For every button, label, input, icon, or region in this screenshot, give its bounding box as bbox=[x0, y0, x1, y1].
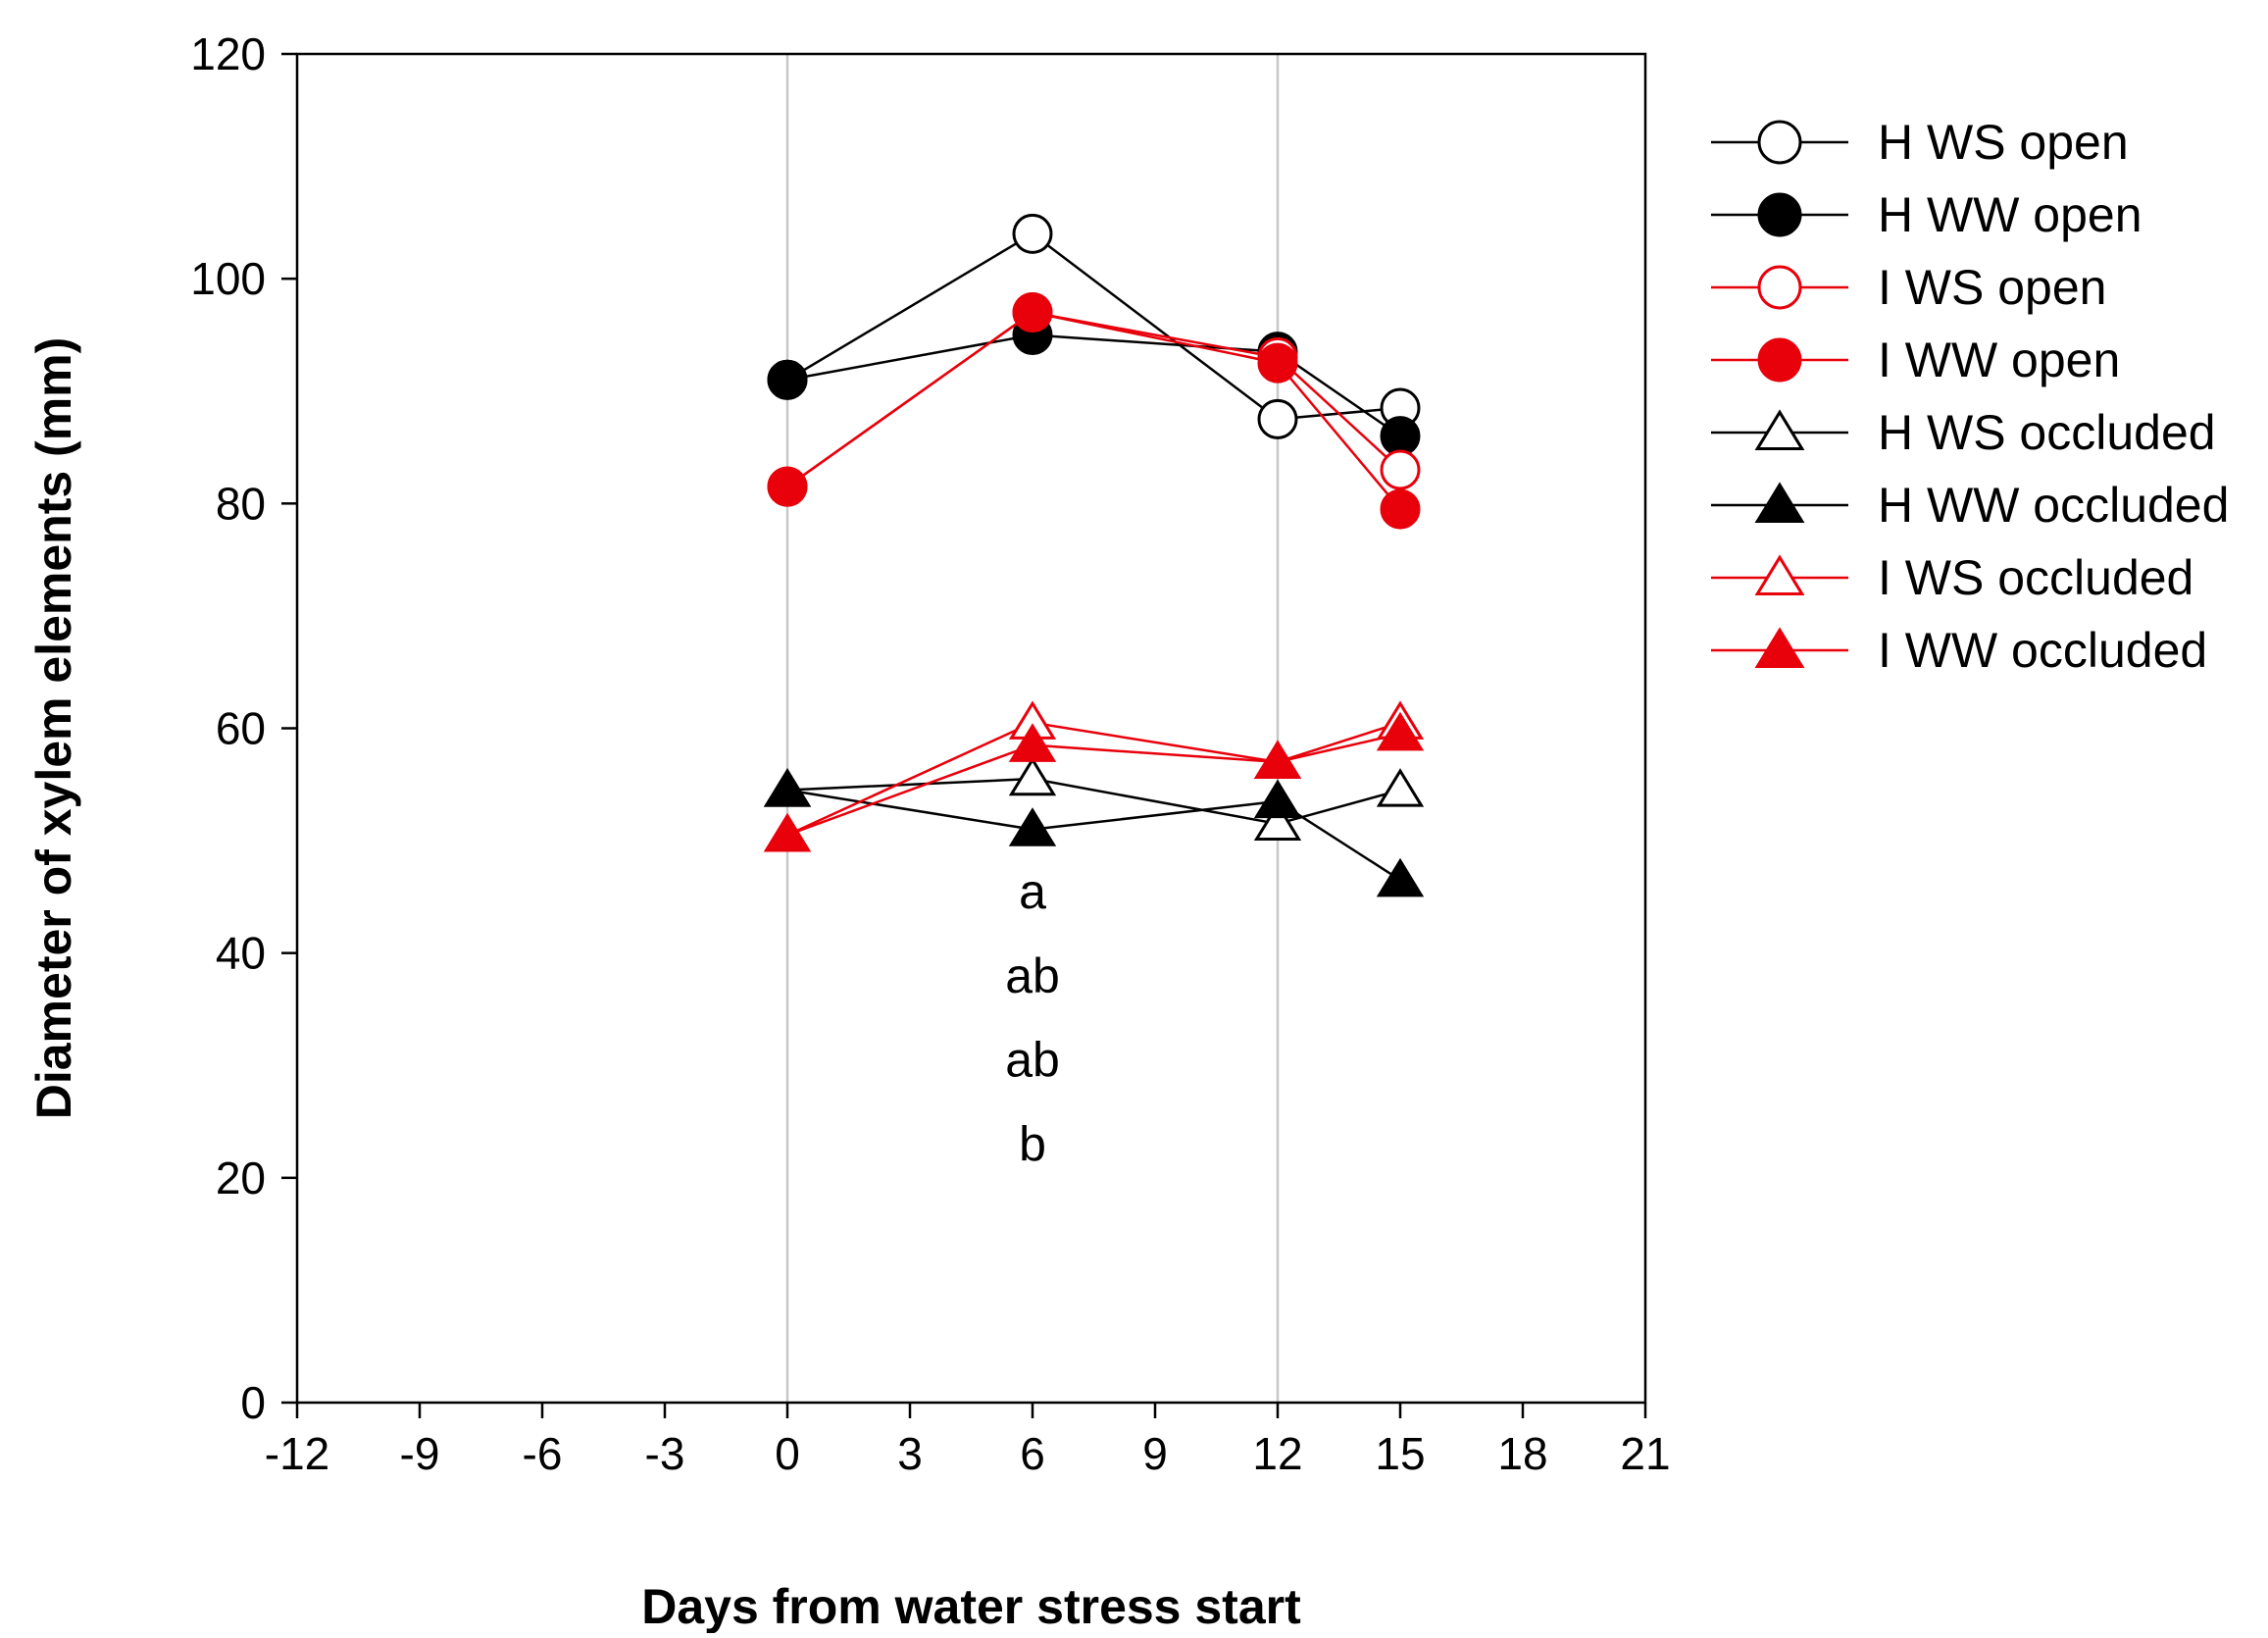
legend-label: I WS occluded bbox=[1878, 550, 2193, 605]
series-i-ww-occluded bbox=[763, 711, 1425, 852]
data-point-i-ww-open-day-15 bbox=[1380, 488, 1421, 530]
legend-marker bbox=[1757, 337, 1802, 383]
y-axis-ticks: 0 20 40 60 80 100 120 bbox=[190, 28, 297, 1428]
data-point-i-ww-occluded-day-12 bbox=[1253, 740, 1302, 780]
x-tick-label: 21 bbox=[1620, 1428, 1670, 1479]
significance-letter: a bbox=[1019, 864, 1046, 919]
legend-entry-h-ws-occluded: H WS occluded bbox=[1711, 405, 2216, 460]
data-point-i-ww-occluded-day-0 bbox=[763, 812, 812, 852]
data-point-i-ww-open-day-0 bbox=[767, 466, 808, 507]
legend-label: H WS open bbox=[1878, 115, 2129, 170]
axes bbox=[295, 52, 1647, 1405]
series-line-i-ww-occluded bbox=[786, 733, 1401, 837]
legend-entry-i-ws-open: I WS open bbox=[1711, 260, 2106, 315]
x-tick-label: 6 bbox=[1020, 1428, 1045, 1479]
legend: H WS open H WW open I WS open I WW open H WS… bbox=[1711, 115, 2229, 678]
y-tick-label: 40 bbox=[216, 928, 266, 979]
data-point-h-ww-open-day-15 bbox=[1380, 416, 1421, 457]
x-tick-label: 0 bbox=[775, 1428, 800, 1479]
x-tick-label: 12 bbox=[1252, 1428, 1302, 1479]
x-tick-label: -12 bbox=[265, 1428, 329, 1479]
series-line-h-ws-open bbox=[786, 231, 1401, 421]
series-h-ww-occluded bbox=[763, 768, 1425, 897]
series-line-h-ww-occluded bbox=[786, 789, 1401, 882]
legend-entry-h-ww-occluded: H WW occluded bbox=[1711, 478, 2229, 533]
data-point-h-ww-occluded-day-0 bbox=[763, 768, 812, 807]
y-axis-label: Diameter of xylem elements (mm) bbox=[26, 337, 81, 1120]
data-point-h-ww-occluded-day-12 bbox=[1253, 779, 1302, 819]
legend-entry-i-ws-occluded: I WS occluded bbox=[1711, 550, 2193, 605]
series-line-i-ws-occluded bbox=[786, 721, 1401, 837]
x-tick-label: -9 bbox=[400, 1428, 440, 1479]
legend-marker bbox=[1754, 627, 1805, 669]
significance-letter: ab bbox=[1005, 1033, 1060, 1088]
series-line-i-ww-open bbox=[786, 311, 1401, 510]
legend-entry-i-ww-open: I WW open bbox=[1711, 333, 2120, 387]
data-point-h-ws-occluded-day-12 bbox=[1253, 801, 1302, 842]
data-point-h-ww-open-day-0 bbox=[767, 359, 808, 400]
x-tick-label: 3 bbox=[897, 1428, 923, 1479]
plot-area-frame bbox=[295, 52, 1647, 1405]
x-axis-ticks: -12 -9 -6 -3 0 3 6 9 12 15 18 21 bbox=[265, 1403, 1671, 1479]
legend-marker bbox=[1757, 120, 1802, 165]
series-i-ww-open bbox=[767, 292, 1421, 530]
legend-label: H WW occluded bbox=[1878, 478, 2229, 533]
y-tick-label: 100 bbox=[190, 253, 266, 304]
legend-label: I WW occluded bbox=[1878, 623, 2207, 678]
y-tick-label: 80 bbox=[216, 478, 266, 529]
y-tick-label: 60 bbox=[216, 703, 266, 754]
series-line-h-ws-occluded bbox=[786, 777, 1401, 826]
x-tick-label: 15 bbox=[1375, 1428, 1425, 1479]
legend-entry-h-ws-open: H WS open bbox=[1711, 115, 2129, 170]
data-point-i-ww-open-day-12 bbox=[1257, 342, 1298, 384]
data-point-h-ws-occluded-day-15 bbox=[1376, 768, 1425, 807]
legend-label: I WW open bbox=[1878, 333, 2120, 387]
x-tick-label: -3 bbox=[645, 1428, 685, 1479]
legend-marker bbox=[1757, 192, 1802, 237]
x-tick-label: -6 bbox=[523, 1428, 563, 1479]
data-point-h-ww-occluded-day-15 bbox=[1376, 857, 1425, 897]
series-line-h-ww-open bbox=[786, 333, 1401, 437]
data-point-h-ws-occluded-day-6 bbox=[1008, 756, 1057, 796]
legend-marker bbox=[1754, 482, 1805, 524]
legend-entry-h-ww-open: H WW open bbox=[1711, 187, 2142, 242]
data-point-i-ww-occluded-day-15 bbox=[1376, 711, 1425, 751]
legend-entry-i-ww-occluded: I WW occluded bbox=[1711, 623, 2207, 678]
x-axis-label: Days from water stress start bbox=[641, 1579, 1301, 1633]
series-group bbox=[763, 213, 1425, 897]
y-tick-label: 20 bbox=[216, 1152, 266, 1203]
data-point-i-ww-occluded-day-6 bbox=[1008, 723, 1057, 762]
significance-letter: b bbox=[1019, 1117, 1046, 1172]
legend-label: H WW open bbox=[1878, 187, 2142, 242]
series-h-ws-open bbox=[767, 213, 1421, 439]
y-tick-label: 120 bbox=[190, 28, 266, 79]
legend-marker bbox=[1754, 409, 1805, 451]
annotations: a ab ab b bbox=[1005, 864, 1060, 1172]
data-point-h-ww-occluded-day-6 bbox=[1008, 807, 1057, 846]
legend-label: I WS open bbox=[1878, 260, 2106, 315]
data-point-i-ww-open-day-6 bbox=[1012, 292, 1053, 333]
legend-marker bbox=[1754, 554, 1805, 596]
data-point-i-ws-open-day-15 bbox=[1380, 449, 1421, 490]
y-tick-label: 0 bbox=[240, 1377, 266, 1428]
data-point-h-ws-open-day-6 bbox=[1012, 213, 1053, 254]
series-i-ws-occluded bbox=[763, 700, 1425, 852]
x-tick-label: 18 bbox=[1497, 1428, 1547, 1479]
x-tick-label: 9 bbox=[1142, 1428, 1168, 1479]
legend-marker bbox=[1757, 265, 1802, 310]
significance-letter: ab bbox=[1005, 948, 1060, 1003]
reference-lines bbox=[785, 54, 1280, 1403]
series-h-ww-open bbox=[767, 314, 1421, 457]
data-point-h-ws-open-day-12 bbox=[1257, 398, 1298, 439]
legend-label: H WS occluded bbox=[1878, 405, 2216, 460]
